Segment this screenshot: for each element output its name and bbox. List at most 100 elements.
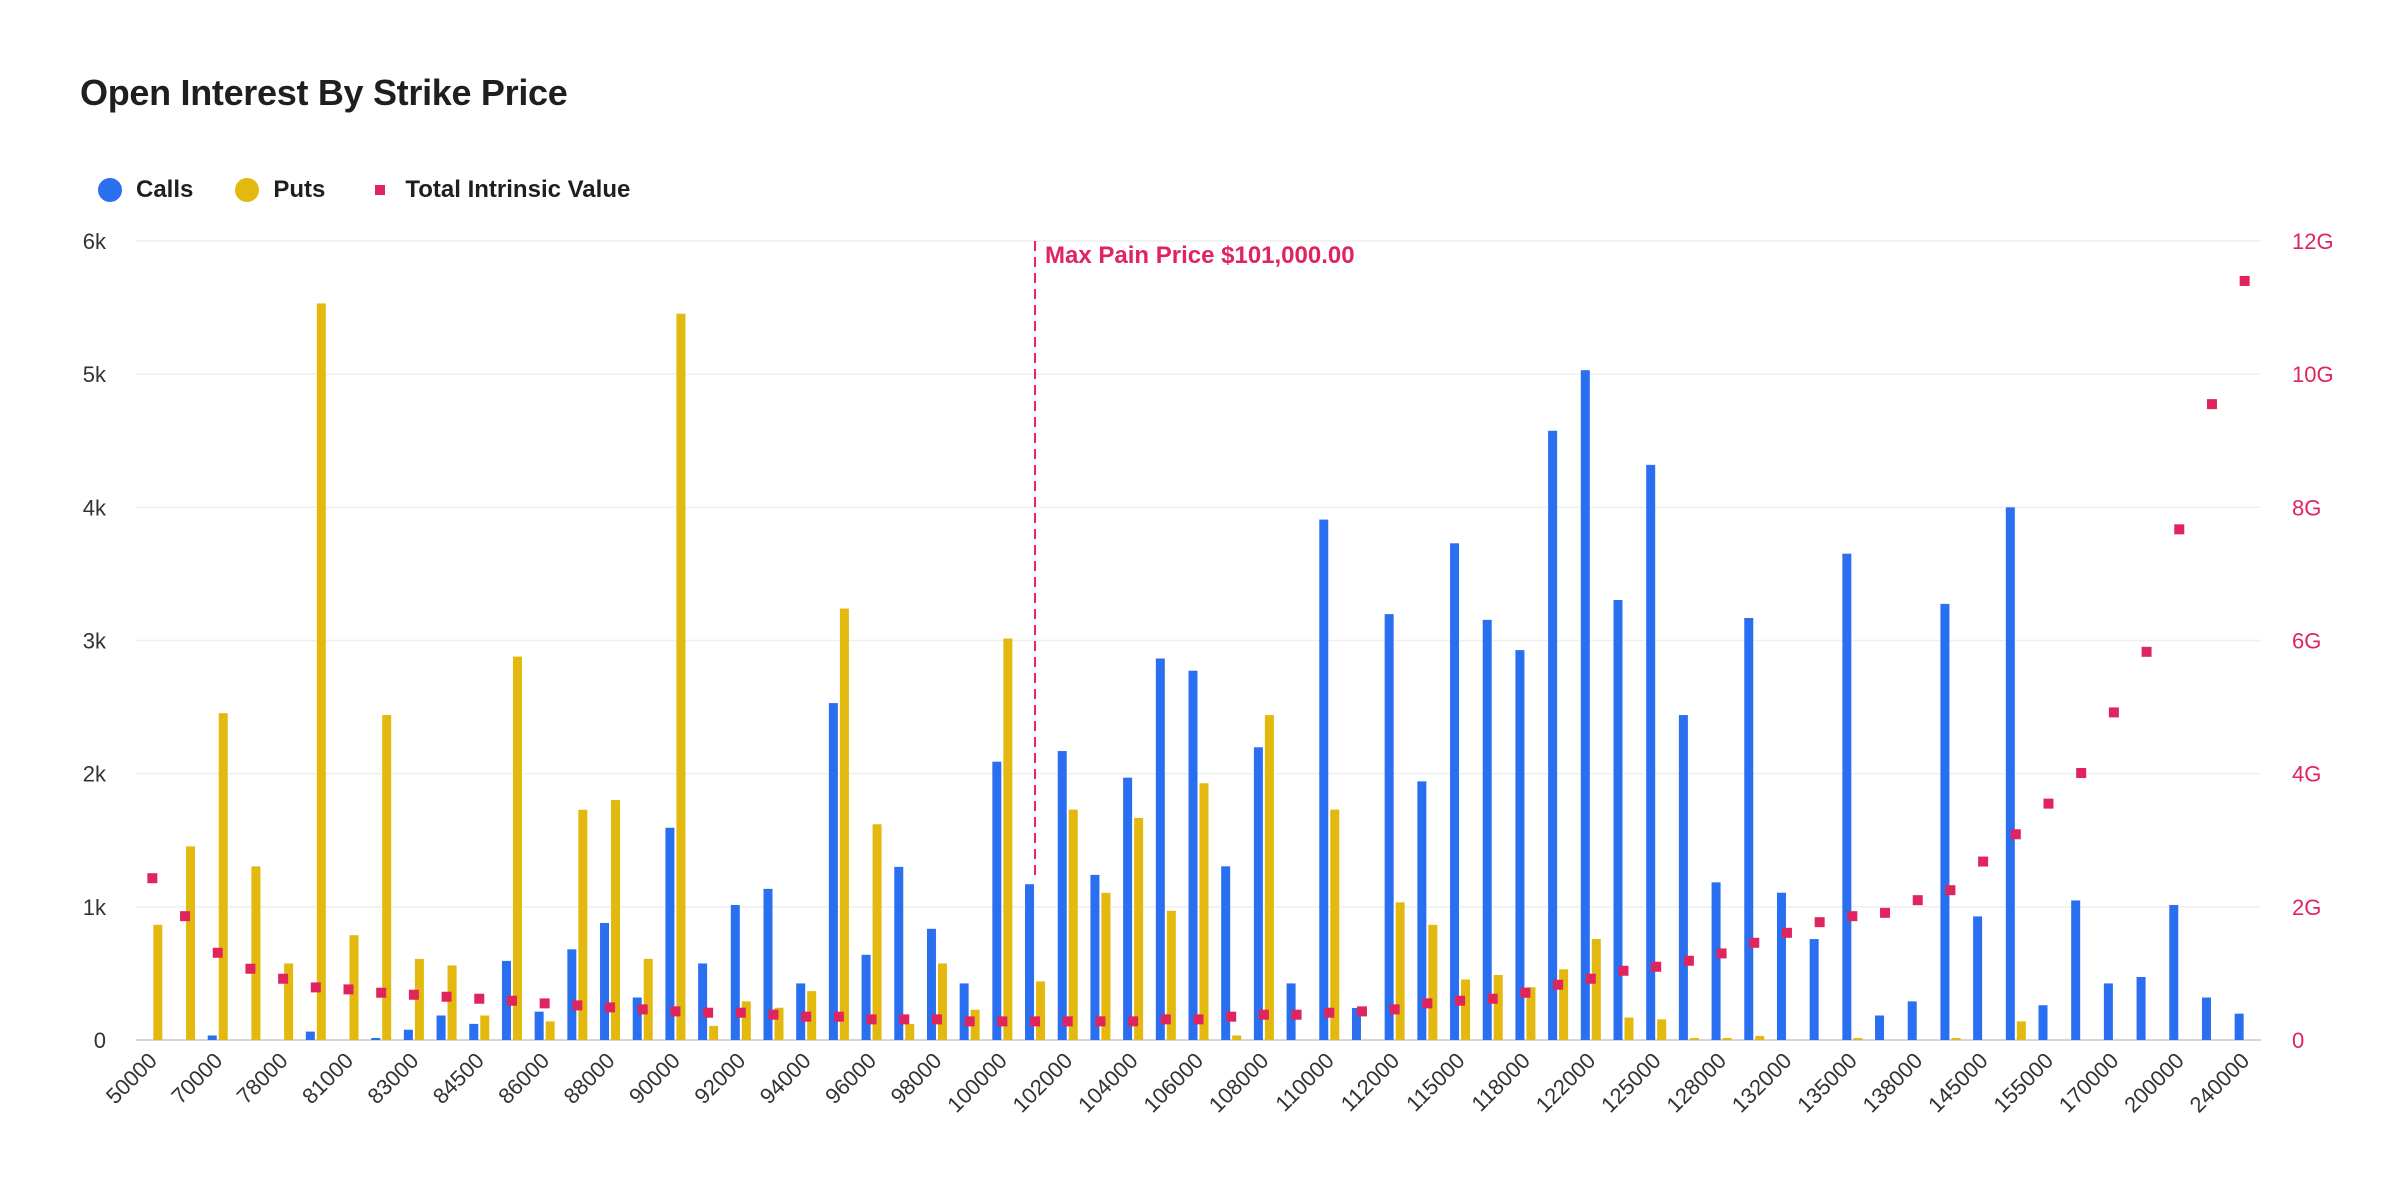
bar-puts [872, 824, 882, 1040]
bar-calls [992, 761, 1002, 1040]
bar-puts [1264, 715, 1274, 1040]
x-tick-label: 138000 [1858, 1048, 1928, 1118]
point-total-intrinsic-value [801, 1011, 812, 1022]
legend-item-total-intrinsic-value[interactable]: Total Intrinsic Value [367, 176, 630, 204]
x-tick-label: 112000 [1336, 1048, 1404, 1116]
tiv-swatch-icon [375, 185, 386, 195]
point-total-intrinsic-value [1160, 1014, 1171, 1025]
legend-item-calls[interactable]: Calls [98, 176, 193, 204]
bar-calls [567, 949, 577, 1040]
y-left-tick-label: 3k [83, 629, 107, 654]
bar-puts [1526, 987, 1536, 1040]
bar-calls [2201, 997, 2211, 1040]
bar-calls [1155, 658, 1165, 1040]
legend-label-calls: Calls [136, 176, 194, 203]
point-total-intrinsic-value [408, 989, 419, 1000]
bar-puts [1461, 979, 1471, 1040]
y-left-tick-label: 1k [83, 895, 107, 920]
legend-item-puts[interactable]: Puts [235, 176, 325, 204]
x-tick-label: 110000 [1270, 1048, 1338, 1116]
bar-calls [1940, 603, 1950, 1040]
point-total-intrinsic-value [1455, 995, 1466, 1006]
legend-label-puts: Puts [273, 176, 326, 203]
bar-calls [861, 954, 871, 1040]
bar-puts [1493, 975, 1503, 1040]
bar-puts [611, 800, 621, 1040]
x-tick-label: 200000 [2119, 1048, 2189, 1118]
point-total-intrinsic-value [703, 1007, 714, 1018]
bar-calls [600, 922, 610, 1040]
bar-puts [251, 866, 261, 1040]
x-tick-label: 155000 [1988, 1048, 2058, 1118]
bar-puts [1624, 1017, 1634, 1040]
bar-calls [1319, 519, 1329, 1040]
point-total-intrinsic-value [1912, 895, 1923, 906]
point-total-intrinsic-value [1291, 1009, 1302, 1020]
x-tick-label: 96000 [820, 1048, 881, 1109]
y-right-tick-label: 12G [2292, 229, 2334, 254]
point-total-intrinsic-value [1781, 927, 1792, 938]
bar-puts [1134, 818, 1144, 1040]
x-tick-label: 90000 [624, 1048, 685, 1109]
point-total-intrinsic-value [474, 993, 485, 1004]
bar-calls [1744, 617, 1754, 1040]
bar-puts [709, 1025, 719, 1040]
bar-puts [218, 713, 228, 1040]
point-total-intrinsic-value [343, 984, 354, 995]
bar-puts [186, 846, 196, 1040]
bar-calls [403, 1029, 413, 1040]
bar-calls [1417, 781, 1427, 1040]
point-total-intrinsic-value [997, 1016, 1008, 1027]
bar-puts [1722, 1038, 1732, 1040]
bar-calls [1875, 1015, 1885, 1040]
legend: Calls Puts Total Intrinsic Value [98, 176, 672, 204]
point-total-intrinsic-value [1226, 1011, 1237, 1022]
x-tick-label: 132000 [1727, 1048, 1797, 1118]
puts-swatch-icon [235, 178, 260, 202]
point-total-intrinsic-value [376, 987, 387, 998]
point-total-intrinsic-value [1716, 948, 1727, 959]
point-total-intrinsic-value [1553, 979, 1564, 990]
bar-calls [1286, 983, 1296, 1040]
bar-calls [1842, 553, 1852, 1040]
bar-calls [1580, 370, 1590, 1041]
bar-puts [1003, 638, 1013, 1040]
point-total-intrinsic-value [2043, 798, 2054, 809]
bar-puts [774, 1007, 784, 1040]
bar-puts [970, 1009, 980, 1040]
point-total-intrinsic-value [2141, 646, 2152, 657]
point-total-intrinsic-value [964, 1016, 975, 1027]
point-total-intrinsic-value [2174, 524, 2185, 535]
y-right-tick-label: 8G [2292, 495, 2321, 520]
bar-puts [839, 608, 849, 1040]
point-total-intrinsic-value [1683, 955, 1694, 966]
point-total-intrinsic-value [1062, 1016, 1073, 1027]
point-total-intrinsic-value [899, 1014, 910, 1025]
x-tick-label: 50000 [101, 1048, 162, 1109]
x-tick-label: 84500 [428, 1048, 489, 1109]
point-total-intrinsic-value [572, 1000, 583, 1011]
x-tick-label: 94000 [755, 1048, 816, 1109]
x-tick-label: 102000 [1008, 1048, 1078, 1118]
point-total-intrinsic-value [1324, 1007, 1335, 1018]
bar-calls [894, 866, 904, 1040]
bar-puts [676, 313, 686, 1041]
point-total-intrinsic-value [1520, 987, 1531, 998]
y-left-tick-label: 6k [83, 229, 107, 254]
point-total-intrinsic-value [605, 1002, 616, 1013]
point-total-intrinsic-value [212, 947, 223, 958]
bar-calls [1515, 650, 1525, 1040]
point-total-intrinsic-value [1193, 1014, 1204, 1025]
x-tick-label: 100000 [942, 1048, 1012, 1118]
bar-calls [1907, 1001, 1917, 1040]
point-total-intrinsic-value [245, 963, 256, 974]
y-left-tick-label: 4k [83, 495, 107, 520]
bar-puts [414, 958, 424, 1040]
point-total-intrinsic-value [670, 1006, 681, 1017]
bar-puts [382, 715, 392, 1040]
bar-puts [741, 1001, 751, 1040]
bar-calls [436, 1015, 446, 1040]
bar-calls [1776, 892, 1786, 1040]
bar-calls [305, 1031, 315, 1040]
